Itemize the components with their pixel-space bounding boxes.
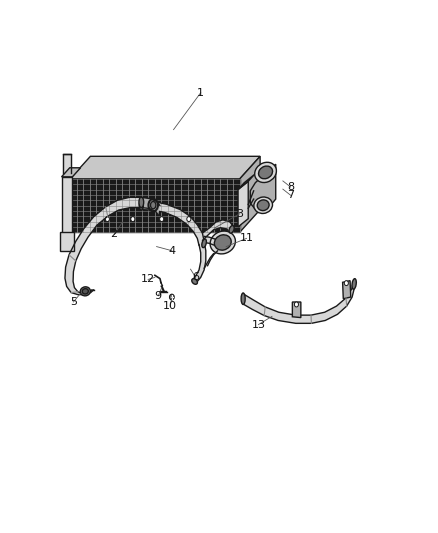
Circle shape [344, 281, 348, 286]
Text: 6: 6 [192, 272, 199, 282]
Polygon shape [343, 281, 351, 298]
Text: 9: 9 [155, 291, 162, 301]
Polygon shape [65, 197, 141, 295]
Polygon shape [238, 181, 248, 227]
Polygon shape [61, 168, 81, 177]
Polygon shape [202, 220, 233, 240]
Circle shape [131, 216, 135, 222]
Polygon shape [141, 197, 160, 215]
Text: 3: 3 [236, 209, 243, 219]
Ellipse shape [229, 225, 234, 233]
Ellipse shape [214, 235, 231, 250]
Circle shape [294, 302, 298, 307]
Polygon shape [63, 154, 71, 173]
Text: 2: 2 [110, 229, 118, 239]
Polygon shape [70, 179, 240, 232]
Polygon shape [70, 156, 260, 179]
Text: 11: 11 [240, 233, 254, 244]
Ellipse shape [80, 287, 90, 296]
Polygon shape [293, 302, 301, 318]
Circle shape [170, 294, 174, 300]
Ellipse shape [257, 200, 269, 211]
Text: 13: 13 [251, 320, 265, 329]
Circle shape [159, 216, 164, 222]
Text: 4: 4 [168, 246, 176, 256]
Polygon shape [61, 177, 72, 235]
Polygon shape [192, 241, 206, 282]
Polygon shape [141, 201, 204, 245]
Polygon shape [204, 236, 219, 246]
Polygon shape [238, 175, 254, 190]
Ellipse shape [192, 279, 198, 284]
Polygon shape [250, 164, 276, 212]
Ellipse shape [241, 293, 245, 304]
Ellipse shape [139, 197, 144, 207]
Polygon shape [88, 216, 219, 222]
Ellipse shape [202, 239, 206, 248]
Text: 12: 12 [141, 274, 155, 285]
Ellipse shape [254, 162, 276, 182]
Ellipse shape [258, 166, 272, 179]
Text: 8: 8 [287, 182, 294, 192]
Polygon shape [204, 251, 218, 268]
Ellipse shape [148, 199, 158, 211]
Polygon shape [60, 232, 74, 251]
Ellipse shape [82, 289, 88, 294]
Circle shape [187, 216, 191, 222]
Text: 10: 10 [163, 301, 177, 311]
Polygon shape [243, 279, 354, 324]
Circle shape [105, 216, 110, 222]
Ellipse shape [254, 197, 272, 214]
Text: 7: 7 [287, 190, 294, 200]
Ellipse shape [352, 279, 356, 289]
Ellipse shape [210, 231, 235, 254]
Text: 1: 1 [197, 88, 204, 98]
Polygon shape [240, 156, 260, 232]
Ellipse shape [151, 201, 156, 209]
Ellipse shape [139, 201, 143, 210]
Text: 5: 5 [70, 297, 77, 307]
